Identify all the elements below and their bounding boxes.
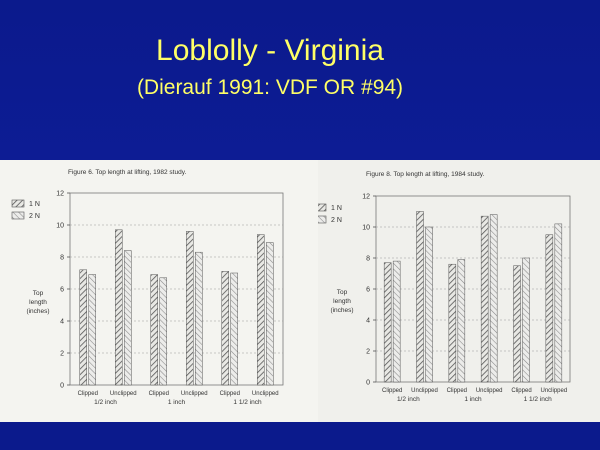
bar [115,229,123,386]
group-label: 1 inch [464,396,482,403]
y-axis-label: length [333,298,351,305]
bar [150,274,158,386]
x-tick-label: Clipped [78,391,98,397]
x-tick-label: Unclipped [476,388,503,394]
y-axis-label: Top [337,289,348,296]
y-axis-label: Top [33,290,44,297]
bar [257,234,265,386]
y-tick-label: 4 [366,318,370,325]
bar [545,234,554,383]
bar [186,231,194,386]
chart-title: Figure 6. Top length at lifting, 1982 st… [68,169,186,176]
chart-1982-study: Figure 6. Top length at lifting, 1982 st… [11,169,284,406]
bar [266,242,274,386]
x-tick-label: Clipped [220,391,240,397]
bar [88,274,96,386]
bar [79,269,87,386]
chart-title: Figure 8. Top length at lifting, 1984 st… [366,171,484,178]
y-axis-label: (inches) [330,307,353,314]
bar [457,259,466,383]
bar [448,263,457,383]
x-tick-label: Clipped [382,388,402,394]
legend-label: 1 N [331,205,342,212]
y-tick-label: 10 [56,223,64,230]
x-tick-label: Clipped [511,388,531,394]
y-axis-label: (inches) [26,308,49,315]
group-label: 1 1/2 inch [233,399,262,406]
y-tick-label: 8 [60,255,64,262]
bar [425,226,433,383]
x-tick-label: Unclipped [540,388,567,394]
slide-subtitle: (Dierauf 1991: VDF OR #94) [136,76,404,99]
y-tick-label: 0 [366,380,370,387]
bar [221,271,229,386]
bar [195,251,203,386]
x-tick-label: Clipped [447,388,467,394]
bar [522,257,530,383]
bar [489,214,498,383]
right-figure-panel: Figure 8. Top length at lifting, 1984 st… [313,160,600,422]
legend-label: 1 N [29,201,40,208]
legend-swatch [313,203,327,212]
x-tick-label: Unclipped [110,391,137,397]
y-tick-label: 2 [366,349,370,356]
bar [513,265,521,383]
bar [159,277,167,386]
bar [124,250,132,386]
group-label: 1 inch [168,399,186,406]
group-label: 1/2 inch [397,396,420,403]
group-label: 1/2 inch [94,399,117,406]
x-tick-label: Clipped [149,391,169,397]
y-tick-label: 4 [60,319,64,326]
y-tick-label: 10 [362,225,370,232]
legend-swatch [11,199,25,208]
y-tick-label: 8 [366,256,370,263]
x-tick-label: Unclipped [411,388,438,394]
y-tick-label: 6 [366,287,370,294]
y-tick-label: 6 [60,287,64,294]
chart-1984-study: Figure 8. Top length at lifting, 1984 st… [313,171,571,403]
bar [416,211,424,383]
bar [230,272,238,386]
legend-label: 2 N [29,213,40,220]
y-tick-label: 2 [60,351,64,358]
legend-swatch [313,215,327,224]
x-tick-label: Unclipped [181,391,208,397]
left-figure-panel: Figure 6. Top length at lifting, 1982 st… [0,160,318,422]
slide-title: Loblolly - Virginia [156,34,384,67]
bar [392,260,401,383]
bar [383,262,392,383]
y-tick-label: 12 [56,191,64,198]
y-tick-label: 12 [362,194,370,201]
y-tick-label: 0 [60,383,64,390]
x-tick-label: Unclipped [252,391,279,397]
bar [554,223,563,383]
group-label: 1 1/2 inch [524,396,553,403]
bottom-band [0,422,600,450]
bar [480,215,489,383]
y-axis-label: length [29,299,47,306]
legend-swatch [11,211,25,220]
legend-label: 2 N [331,217,342,224]
